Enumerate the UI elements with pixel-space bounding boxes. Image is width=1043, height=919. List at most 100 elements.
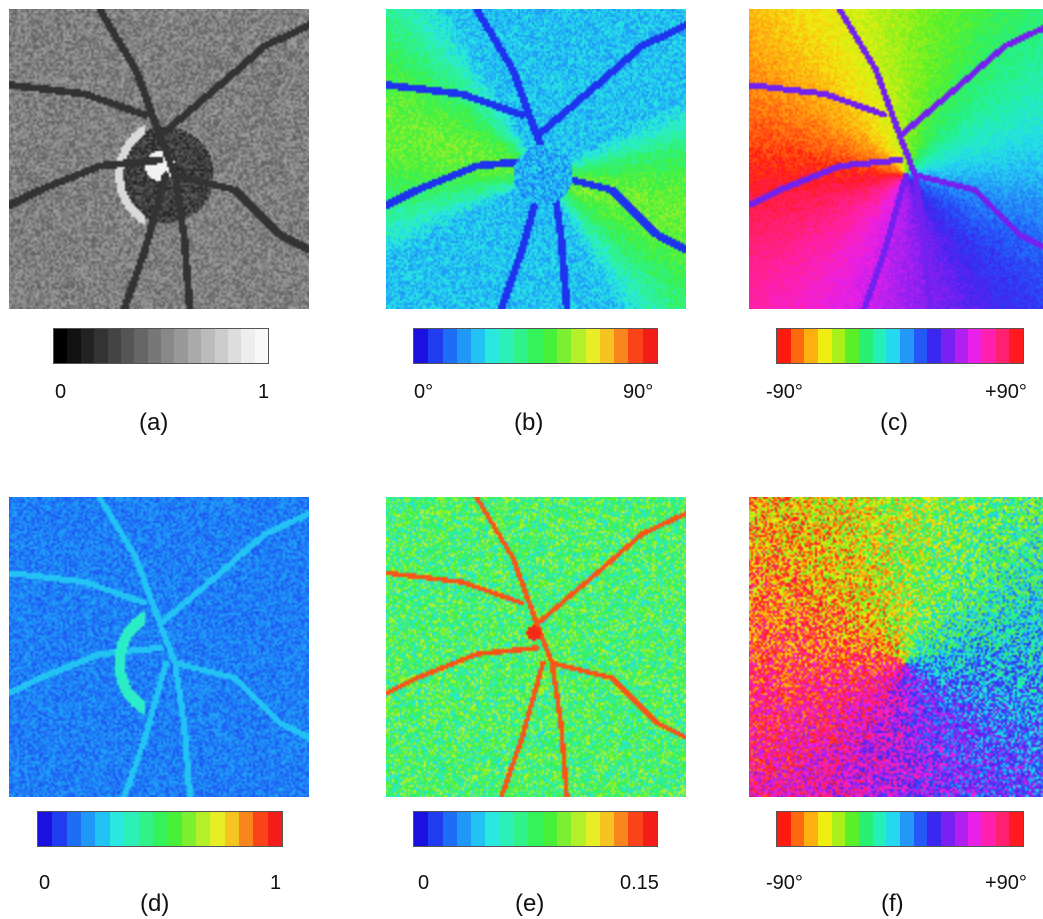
colorbar-swatch — [859, 329, 873, 363]
colorbar-min-label: -90° — [766, 381, 803, 403]
colorbar-swatch — [124, 812, 139, 846]
colorbar-swatch — [790, 812, 805, 846]
colorbar-swatch — [241, 329, 255, 363]
colorbar-swatch — [614, 812, 629, 846]
colorbar-swatch — [109, 812, 125, 846]
colorbar-swatch — [900, 812, 914, 846]
colorbar-swatch — [982, 812, 996, 846]
colorbar-swatch — [54, 329, 68, 363]
colorbar-swatch — [804, 812, 819, 846]
colorbar-swatch — [214, 329, 228, 363]
colorbar-swatch — [818, 812, 832, 846]
orientation-map — [749, 9, 1043, 309]
colorbar-min-label: 0 — [55, 381, 67, 403]
colorbar-swatch — [968, 812, 983, 846]
colorbar-swatch — [514, 812, 529, 846]
colorbar-swatch — [227, 329, 242, 363]
colorbar-swatch — [52, 812, 67, 846]
panel-label: (f) — [881, 890, 904, 917]
colorbar-swatch — [927, 329, 942, 363]
colorbar-swatch — [599, 329, 615, 363]
colorbar-swatch — [94, 329, 108, 363]
colorbar-swatch — [818, 329, 832, 363]
panel-label: (a) — [139, 409, 169, 436]
colorbar-swatch — [514, 329, 529, 363]
colorbar-swatch — [167, 812, 182, 846]
colorbar-swatch — [845, 812, 860, 846]
colorbar-swatch — [642, 812, 658, 846]
colorbar-min-label: 0 — [418, 872, 430, 894]
colorbar-swatch — [1009, 329, 1024, 363]
colorbar-swatch — [859, 812, 873, 846]
colorbar-swatch — [95, 812, 110, 846]
colorbar-swatch — [599, 812, 615, 846]
colorbar-swatch — [107, 329, 121, 363]
colorbar-swatch — [181, 812, 196, 846]
colorbar-swatch — [239, 812, 254, 846]
colorbar-swatch — [528, 812, 543, 846]
colorbar-swatch — [831, 812, 846, 846]
colorbar-max-label: +90° — [985, 381, 1027, 403]
colorbar-swatch — [428, 812, 443, 846]
colorbar-swatch — [456, 329, 472, 363]
colorbar-min-label: 0 — [39, 872, 51, 894]
panel-label: (d) — [140, 890, 170, 917]
colorbar-swatch — [254, 329, 268, 363]
colorbar-swatch — [485, 812, 500, 846]
colorbar-max-label: 1 — [258, 381, 270, 403]
colorbar-swatch — [195, 812, 211, 846]
rainbow-colorbar — [413, 328, 658, 364]
colorbar-swatch — [267, 812, 283, 846]
colorbar-swatch — [913, 812, 928, 846]
colorbar-swatch — [152, 812, 168, 846]
panel-label: (e) — [515, 890, 545, 917]
colorbar-swatch — [628, 329, 643, 363]
colorbar-swatch — [941, 812, 955, 846]
colorbar-swatch — [499, 812, 515, 846]
noise-map — [9, 497, 309, 797]
colorbar-swatch — [831, 329, 846, 363]
colorbar-swatch — [556, 329, 572, 363]
colorbar-max-label: 0.15 — [620, 872, 659, 894]
colorbar-min-label: -90° — [766, 872, 803, 894]
colorbar-swatch — [134, 329, 148, 363]
colorbar-swatch — [442, 329, 457, 363]
colorbar-swatch — [66, 812, 82, 846]
colorbar-swatch — [556, 812, 572, 846]
panel-label: (c) — [880, 409, 908, 436]
colorbar-swatch — [585, 812, 600, 846]
colorbar-swatch — [485, 329, 500, 363]
colorbar-swatch — [927, 812, 942, 846]
fundus-image — [9, 9, 309, 309]
colorbar-swatch — [954, 812, 969, 846]
colorbar-swatch — [174, 329, 188, 363]
panel-label: (b) — [514, 409, 544, 436]
colorbar-swatch — [982, 329, 996, 363]
colorbar-swatch — [995, 812, 1010, 846]
rainbow-colorbar — [413, 811, 658, 847]
colorbar-max-label: 90° — [623, 381, 654, 403]
colorbar-swatch — [1009, 812, 1024, 846]
colorbar-swatch — [995, 329, 1010, 363]
colorbar-swatch — [67, 329, 81, 363]
colorbar-min-label: 0° — [414, 381, 434, 403]
colorbar-swatch — [845, 329, 860, 363]
colorbar-swatch — [187, 329, 202, 363]
colorbar-swatch — [414, 812, 429, 846]
colorbar-swatch — [147, 329, 161, 363]
colorbar-swatch — [161, 329, 175, 363]
colorbar-swatch — [528, 329, 543, 363]
colorbar-swatch — [542, 812, 557, 846]
colorbar-max-label: 1 — [270, 872, 282, 894]
colorbar-swatch — [886, 329, 901, 363]
colorbar-swatch — [571, 812, 586, 846]
colorbar-swatch — [80, 329, 95, 363]
colorbar-swatch — [941, 329, 955, 363]
colorbar-swatch — [428, 329, 443, 363]
colorbar-swatch — [872, 329, 887, 363]
colorbar-swatch — [253, 812, 268, 846]
colorbar-swatch — [954, 329, 969, 363]
colorbar-swatch — [872, 812, 887, 846]
rainbow-colorbar — [37, 811, 283, 847]
colorbar-swatch — [471, 812, 486, 846]
